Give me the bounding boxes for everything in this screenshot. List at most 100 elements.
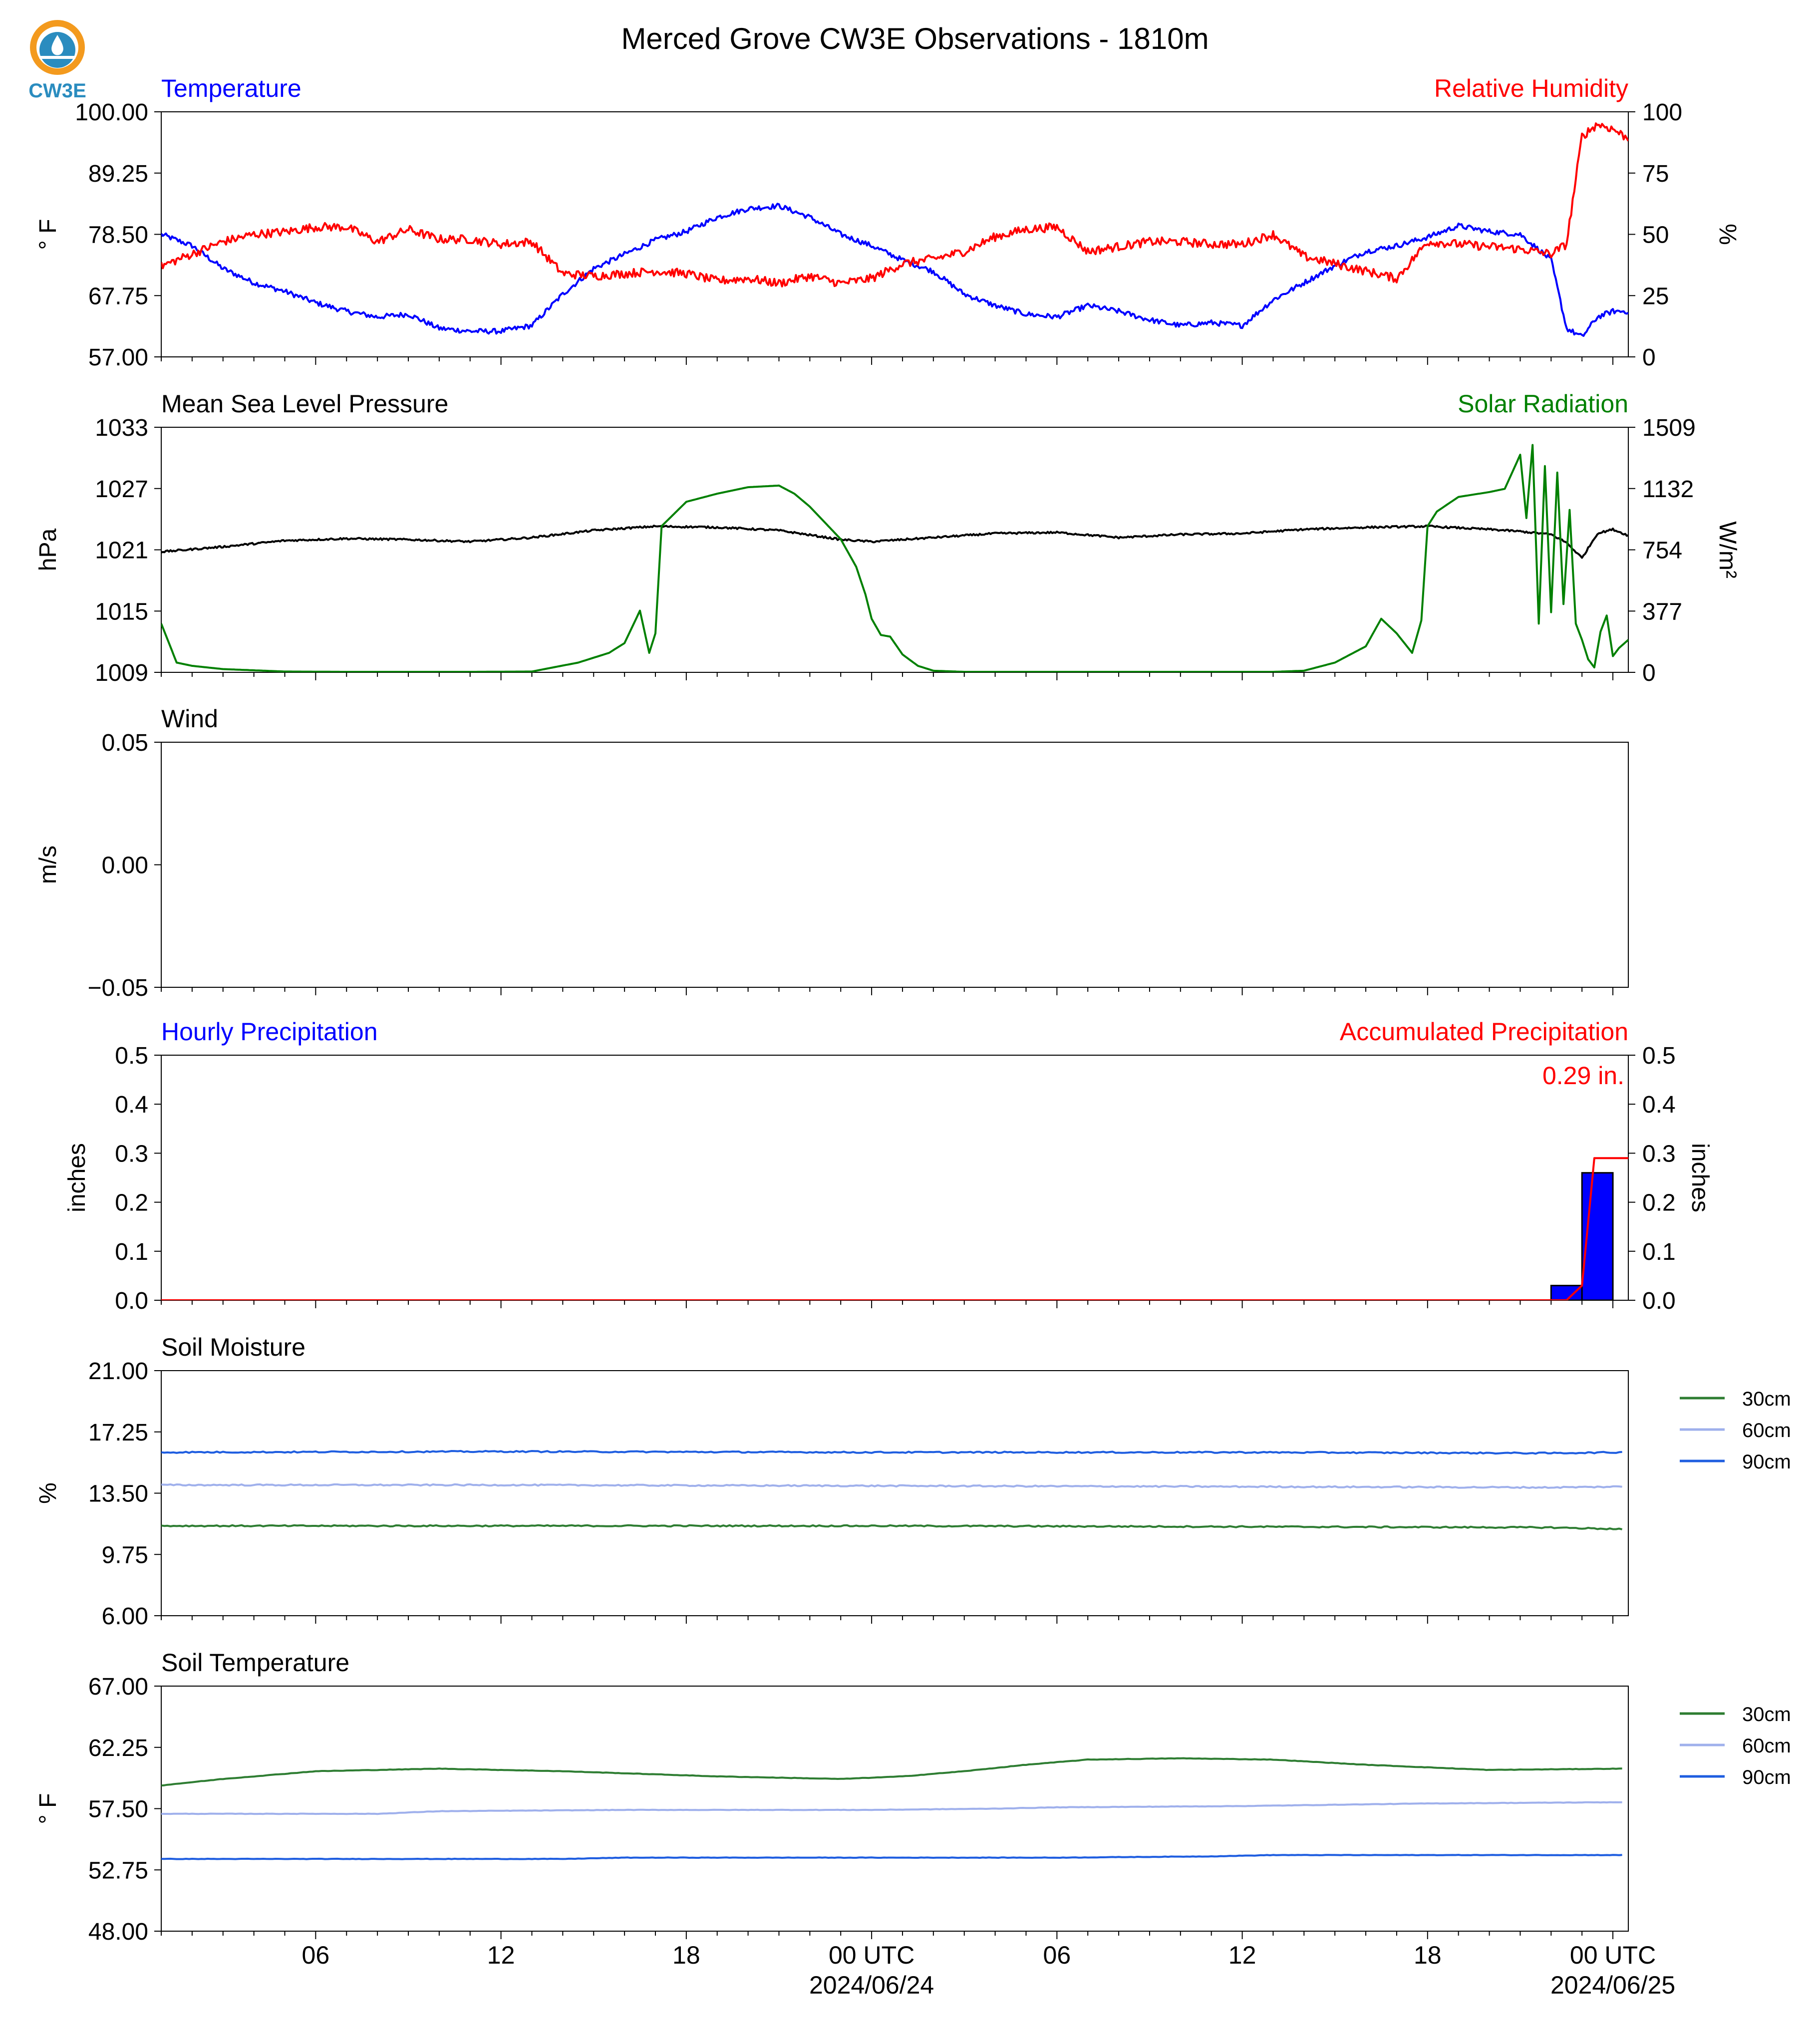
y-tick-label-right: 0.0 <box>1642 1288 1676 1314</box>
x-tick-label: 12 <box>1228 1941 1256 1969</box>
y-tick-label: −0.05 <box>88 975 148 1001</box>
y-tick-label: 0.00 <box>102 853 148 879</box>
y-tick-label: 100.00 <box>75 99 148 126</box>
panel-title-right: Solar Radiation <box>1458 390 1628 418</box>
y-tick-label-right: 75 <box>1642 161 1669 187</box>
series-line-30cm <box>161 1757 1622 1787</box>
figure-title: Merced Grove CW3E Observations - 1810m <box>621 22 1209 55</box>
y-axis-label: % <box>35 1482 61 1504</box>
plot-area <box>161 1449 1623 1530</box>
series-line-90cm <box>161 1854 1622 1860</box>
legend-label: 30cm <box>1742 1388 1791 1410</box>
plot-area <box>161 444 1628 672</box>
panel-title-left: Soil Moisture <box>161 1333 305 1361</box>
panel-soil_temperature: 48.00 52.75 57.50 62.25 67.00 Soil Temperatur… <box>88 1649 1791 1945</box>
plot-area <box>161 1757 1622 1860</box>
plot-area <box>161 122 1628 337</box>
y-axis-label: ° F <box>35 219 61 250</box>
y-tick-label: 52.75 <box>88 1857 148 1884</box>
plot-area <box>161 1157 1628 1300</box>
y-tick-label: 78.50 <box>88 222 148 249</box>
y-tick-label-right: 377 <box>1642 598 1682 625</box>
legend-label: 90cm <box>1742 1766 1791 1788</box>
y-tick-label: 13.50 <box>88 1481 148 1507</box>
legend-label: 30cm <box>1742 1704 1791 1726</box>
series-line-pressure <box>161 524 1628 559</box>
y-tick-label: 17.25 <box>88 1420 148 1446</box>
series-line-humidity <box>161 122 1628 288</box>
y-axis-label: hPa <box>35 528 61 571</box>
series-line-solar <box>161 444 1628 672</box>
panel-title-left: Mean Sea Level Pressure <box>161 390 448 418</box>
panels-container: 57.00 67.75 78.50 89.25 100.00 0 25 50 75 100 Temp… <box>35 74 1791 1999</box>
y-tick-label-right: 50 <box>1642 222 1669 249</box>
y-axis-label: m/s <box>35 846 61 884</box>
y-tick-label: 21.00 <box>88 1358 148 1385</box>
panel-precipitation: 0.0 0.1 0.2 0.3 0.4 0.5 0.0 0.1 0.2 0.3 0.4 0.5 Hour… <box>115 1018 1675 1314</box>
panel-pressure_solar: 1009 1015 1021 1027 1033 0 377 754 1132 1509 Mean … <box>95 390 1696 686</box>
panel-title-left: Soil Temperature <box>161 1649 349 1677</box>
panel-title-left: Wind <box>161 705 218 733</box>
x-tick-label: 12 <box>487 1941 515 1969</box>
y-tick-label: 9.75 <box>102 1542 148 1568</box>
y-axis-label-right: W/m² <box>1714 521 1741 579</box>
legend-label: 60cm <box>1742 1420 1791 1442</box>
x-tick-label: 00 UTC <box>1570 1941 1656 1969</box>
y-tick-label: 57.00 <box>88 344 148 371</box>
y-tick-label-right: 1132 <box>1642 476 1694 503</box>
panel-title-left: Hourly Precipitation <box>161 1018 378 1046</box>
y-axis-label-right: % <box>1714 224 1741 245</box>
x-tick-label: 00 UTC <box>829 1941 914 1969</box>
x-date-label: 2024/06/24 <box>809 1971 934 1999</box>
y-tick-label-right: 0.4 <box>1642 1092 1676 1118</box>
y-tick-label: 67.00 <box>88 1674 148 1700</box>
y-tick-label: 57.50 <box>88 1796 148 1823</box>
y-tick-label: 89.25 <box>88 161 148 187</box>
panel-temperature_humidity: 57.00 67.75 78.50 89.25 100.00 0 25 50 75 100 Temp… <box>75 74 1682 371</box>
legend-label: 90cm <box>1742 1451 1791 1473</box>
logo-text: CW3E <box>28 80 86 102</box>
legend-label: 60cm <box>1742 1735 1791 1757</box>
y-tick-label-right: 0.1 <box>1642 1239 1676 1265</box>
y-axis-label-right: inches <box>1687 1143 1713 1212</box>
x-tick-label: 18 <box>1414 1941 1442 1969</box>
y-axis-label: ° F <box>35 1793 61 1824</box>
y-tick-label: 0.3 <box>115 1141 148 1167</box>
y-tick-label-right: 0.2 <box>1642 1190 1676 1216</box>
x-tick-label: 06 <box>302 1941 330 1969</box>
y-tick-label: 6.00 <box>102 1603 148 1630</box>
y-tick-label-right: 100 <box>1642 99 1682 126</box>
y-tick-label-right: 0.3 <box>1642 1141 1676 1167</box>
y-tick-label: 0.05 <box>102 730 148 756</box>
y-tick-label: 0.1 <box>115 1239 148 1265</box>
series-line-30cm <box>161 1524 1623 1530</box>
y-tick-label: 0.4 <box>115 1092 148 1118</box>
y-tick-label: 1027 <box>95 476 148 503</box>
y-tick-label: 62.25 <box>88 1735 148 1761</box>
series-line-60cm <box>161 1483 1622 1489</box>
y-tick-label: 1009 <box>95 660 148 686</box>
panel-title-left: Temperature <box>161 74 302 102</box>
panel-title-right: Accumulated Precipitation <box>1340 1018 1628 1046</box>
y-tick-label-right: 1509 <box>1642 415 1696 441</box>
panel-title-right: Relative Humidity <box>1434 74 1628 102</box>
y-axis-label: inches <box>64 1143 90 1212</box>
series-line-90cm <box>161 1449 1622 1455</box>
x-tick-label: 18 <box>672 1941 700 1969</box>
y-tick-label: 0.0 <box>115 1288 148 1314</box>
y-tick-label: 0.5 <box>115 1043 148 1069</box>
y-tick-label: 1015 <box>95 598 148 625</box>
y-tick-label-right: 0 <box>1642 344 1656 371</box>
precip-bar <box>1550 1285 1583 1300</box>
y-tick-label-right: 754 <box>1642 538 1682 564</box>
y-tick-label-right: 0 <box>1642 660 1656 686</box>
y-tick-label: 48.00 <box>88 1919 148 1945</box>
y-tick-label: 67.75 <box>88 283 148 309</box>
x-tick-label: 06 <box>1043 1941 1071 1969</box>
y-tick-label: 0.2 <box>115 1190 148 1216</box>
y-tick-label-right: 0.5 <box>1642 1043 1676 1069</box>
panel-wind: −0.05 0.00 0.05 Wind <box>88 705 1629 1001</box>
y-tick-label-right: 25 <box>1642 283 1669 309</box>
y-tick-label: 1021 <box>95 538 148 564</box>
